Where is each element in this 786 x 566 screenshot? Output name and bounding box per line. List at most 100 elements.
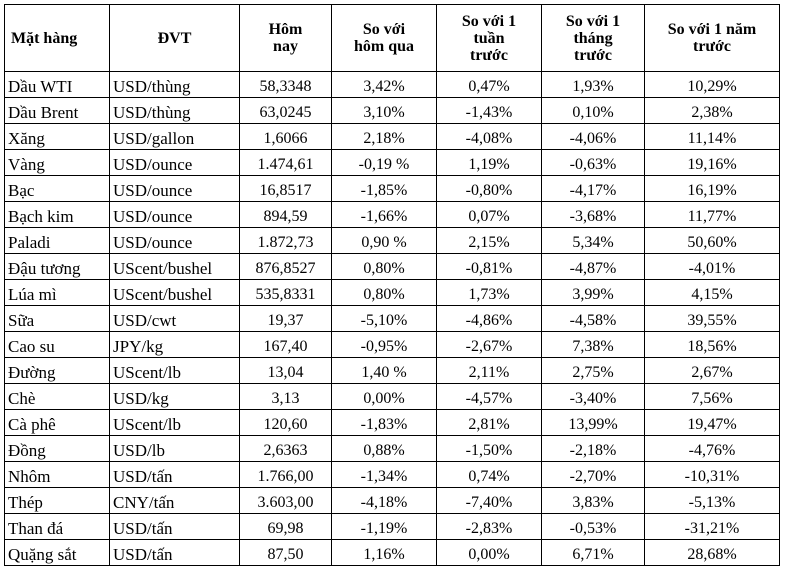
price-today: 19,37 — [239, 305, 332, 332]
price-today: 63,0245 — [239, 97, 332, 124]
commodity-name: Cà phê — [4, 409, 110, 436]
change-vs-month: -3,40% — [541, 383, 645, 410]
commodity-name: Sữa — [4, 305, 110, 332]
commodity-name: Nhôm — [4, 461, 110, 488]
change-vs-yesterday: 2,18% — [331, 123, 437, 150]
table-row: Dầu WTI USD/thùng 58,3348 3,42% 0,47% 1,93% 10… — [4, 71, 780, 98]
change-vs-yesterday: 0,00% — [331, 383, 437, 410]
change-vs-month: 1,93% — [541, 71, 645, 98]
price-today: 876,8527 — [239, 253, 332, 280]
unit: USD/lb — [109, 435, 240, 462]
unit: JPY/kg — [109, 331, 240, 358]
header-vs-year: So với 1 năm trước — [644, 4, 780, 72]
commodity-name: Quặng sắt — [4, 539, 110, 566]
change-vs-year: -5,13% — [644, 487, 780, 514]
table-row: Paladi USD/ounce 1.872,73 0,90 % 2,15% 5,34% 5… — [4, 227, 780, 254]
change-vs-week: 1,73% — [436, 279, 542, 306]
header-line: nay — [273, 38, 298, 55]
header-line: So với — [362, 21, 406, 38]
commodity-name: Đậu tương — [4, 253, 110, 280]
change-vs-week: 0,07% — [436, 201, 542, 228]
change-vs-month: -2,70% — [541, 461, 645, 488]
change-vs-yesterday: -1,34% — [331, 461, 437, 488]
unit: USD/gallon — [109, 123, 240, 150]
table-row: Chè USD/kg 3,13 0,00% -4,57% -3,40% 7,56% — [4, 383, 780, 410]
change-vs-month: 6,71% — [541, 539, 645, 566]
change-vs-month: -4,17% — [541, 175, 645, 202]
table-row: Cao su JPY/kg 167,40 -0,95% -2,67% 7,38% 18,56… — [4, 331, 780, 358]
change-vs-week: 1,19% — [436, 149, 542, 176]
change-vs-yesterday: -4,18% — [331, 487, 437, 514]
table-row: Nhôm USD/tấn 1.766,00 -1,34% 0,74% -2,70% -10,… — [4, 461, 780, 488]
commodity-name: Bạc — [4, 175, 110, 202]
change-vs-yesterday: 3,42% — [331, 71, 437, 98]
table-row: Bạc USD/ounce 16,8517 -1,85% -0,80% -4,17% 16,… — [4, 175, 780, 202]
change-vs-week: 2,11% — [436, 357, 542, 384]
header-row: Mặt hàng ĐVT Hôm nay So với hôm qua So với 1 tu… — [4, 4, 780, 72]
header-commodity: Mặt hàng — [4, 4, 110, 72]
change-vs-year: 4,15% — [644, 279, 780, 306]
unit: USD/ounce — [109, 149, 240, 176]
change-vs-month: -4,87% — [541, 253, 645, 280]
price-today: 1.872,73 — [239, 227, 332, 254]
change-vs-yesterday: -1,85% — [331, 175, 437, 202]
table-row: Đậu tương UScent/bushel 876,8527 0,80% -0,81… — [4, 253, 780, 280]
change-vs-month: -4,58% — [541, 305, 645, 332]
change-vs-week: 0,47% — [436, 71, 542, 98]
unit: USD/kg — [109, 383, 240, 410]
header-line: trước — [693, 38, 731, 55]
header-line: Mặt hàng — [11, 29, 78, 47]
unit: UScent/lb — [109, 357, 240, 384]
unit: USD/tấn — [109, 513, 240, 540]
table-row: Than đá USD/tấn 69,98 -1,19% -2,83% -0,53% -31… — [4, 513, 780, 540]
change-vs-year: 50,60% — [644, 227, 780, 254]
change-vs-week: -1,43% — [436, 97, 542, 124]
change-vs-yesterday: -5,10% — [331, 305, 437, 332]
change-vs-year: -10,31% — [644, 461, 780, 488]
change-vs-month: 7,38% — [541, 331, 645, 358]
change-vs-yesterday: 0,80% — [331, 253, 437, 280]
change-vs-year: 11,14% — [644, 123, 780, 150]
header-vs-month: So với 1 tháng trước — [541, 4, 645, 72]
price-today: 167,40 — [239, 331, 332, 358]
price-today: 3.603,00 — [239, 487, 332, 514]
change-vs-year: 39,55% — [644, 305, 780, 332]
change-vs-year: 10,29% — [644, 71, 780, 98]
change-vs-year: 2,67% — [644, 357, 780, 384]
change-vs-yesterday: -1,19% — [331, 513, 437, 540]
header-vs-week: So với 1 tuần trước — [436, 4, 542, 72]
change-vs-year: -4,76% — [644, 435, 780, 462]
unit: USD/cwt — [109, 305, 240, 332]
commodity-name: Lúa mì — [4, 279, 110, 306]
header-line: So với 1 — [565, 12, 621, 30]
commodity-price-table: Mặt hàng ĐVT Hôm nay So với hôm qua So với 1 tu… — [4, 4, 780, 566]
change-vs-year: 19,47% — [644, 409, 780, 436]
change-vs-week: -7,40% — [436, 487, 542, 514]
table-row: Vàng USD/ounce 1.474,61 -0,19 % 1,19% -0,63% 1… — [4, 149, 780, 176]
change-vs-year: 28,68% — [644, 539, 780, 566]
price-today: 1,6066 — [239, 123, 332, 150]
table-row: Đường UScent/lb 13,04 1,40 % 2,11% 2,75% 2,67% — [4, 357, 780, 384]
table-row: Đồng USD/lb 2,6363 0,88% -1,50% -2,18% -4,76% — [4, 435, 780, 462]
change-vs-year: 11,77% — [644, 201, 780, 228]
change-vs-week: -4,57% — [436, 383, 542, 410]
change-vs-year: -31,21% — [644, 513, 780, 540]
table-row: Thép CNY/tấn 3.603,00 -4,18% -7,40% 3,83% -5,1… — [4, 487, 780, 514]
commodity-name: Đồng — [4, 435, 110, 462]
header-line: So với 1 năm — [667, 21, 757, 38]
header-line: hôm qua — [353, 38, 415, 55]
change-vs-week: -4,86% — [436, 305, 542, 332]
commodity-name: Paladi — [4, 227, 110, 254]
change-vs-month: 13,99% — [541, 409, 645, 436]
change-vs-year: 2,38% — [644, 97, 780, 124]
table-row: Bạch kim USD/ounce 894,59 -1,66% 0,07% -3,68%… — [4, 201, 780, 228]
unit: USD/tấn — [109, 461, 240, 488]
change-vs-month: -4,06% — [541, 123, 645, 150]
change-vs-week: 2,81% — [436, 409, 542, 436]
unit: USD/tấn — [109, 539, 240, 566]
change-vs-yesterday: 0,88% — [331, 435, 437, 462]
change-vs-year: -4,01% — [644, 253, 780, 280]
unit: USD/ounce — [109, 201, 240, 228]
change-vs-yesterday: -1,66% — [331, 201, 437, 228]
change-vs-yesterday: 0,90 % — [331, 227, 437, 254]
